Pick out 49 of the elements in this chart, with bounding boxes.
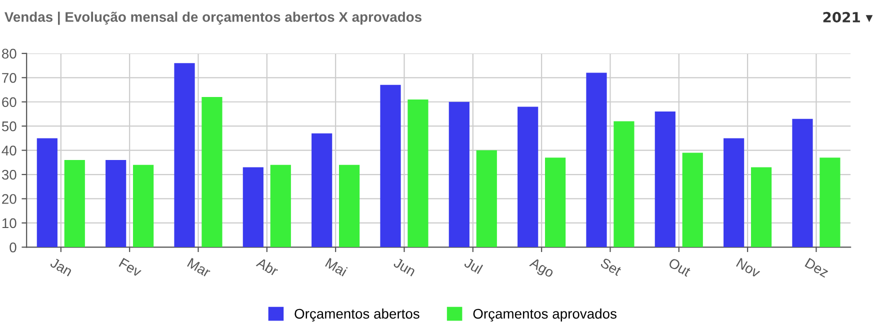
legend-label: Orçamentos aprovados [473, 308, 616, 322]
bar [174, 63, 195, 248]
bar [614, 121, 634, 248]
bar [682, 152, 703, 248]
bar [654, 112, 676, 248]
bar [312, 133, 332, 248]
x-tick-label: Jun [392, 257, 416, 276]
x-tick-label: Set [600, 258, 622, 276]
x-tick-label: Ago [528, 257, 555, 280]
x-tick-label: Fev [118, 258, 143, 278]
x-tick-label: Mai [325, 257, 348, 276]
bar [339, 164, 360, 248]
y-tick-label: 50 [2, 121, 16, 132]
y-tick-label: 70 [2, 72, 16, 83]
y-tick-label: 40 [2, 146, 16, 156]
bar [518, 106, 538, 248]
bar [586, 72, 607, 248]
bar [448, 102, 470, 248]
x-tick-label: Jan [50, 257, 73, 276]
bar [133, 164, 154, 248]
bar [408, 99, 428, 248]
x-tick-label: Jul [464, 256, 484, 274]
bar [476, 150, 497, 248]
x-tick-label: Abr [256, 256, 280, 276]
legend-label: Orçamentos abertos [294, 308, 420, 322]
bar [106, 160, 126, 248]
y-tick-label: 10 [2, 218, 16, 228]
x-tick-label: Mar [187, 258, 212, 278]
x-tick-label: Nov [736, 258, 762, 278]
bar [380, 84, 401, 248]
y-tick-label: 80 [2, 48, 16, 59]
bar [820, 158, 840, 248]
x-tick-label: Dez [804, 258, 830, 278]
bar [270, 164, 291, 248]
bar [242, 167, 264, 248]
y-tick-label: 20 [2, 194, 16, 204]
y-tick-label: 30 [2, 170, 16, 180]
bar [545, 158, 566, 248]
x-tick-label: Out [668, 258, 692, 277]
chart-title: Vendas | Evolução mensal de orçamentos abertos X aprovados [4, 12, 422, 25]
bar [64, 160, 85, 248]
bar [36, 138, 58, 248]
bar [202, 97, 222, 248]
y-tick-label: 0 [10, 242, 16, 252]
bar [750, 167, 772, 248]
bar [792, 118, 813, 248]
bar [724, 138, 744, 248]
y-tick-label: 60 [2, 97, 16, 108]
text: 2021 ▾ [823, 12, 873, 22]
